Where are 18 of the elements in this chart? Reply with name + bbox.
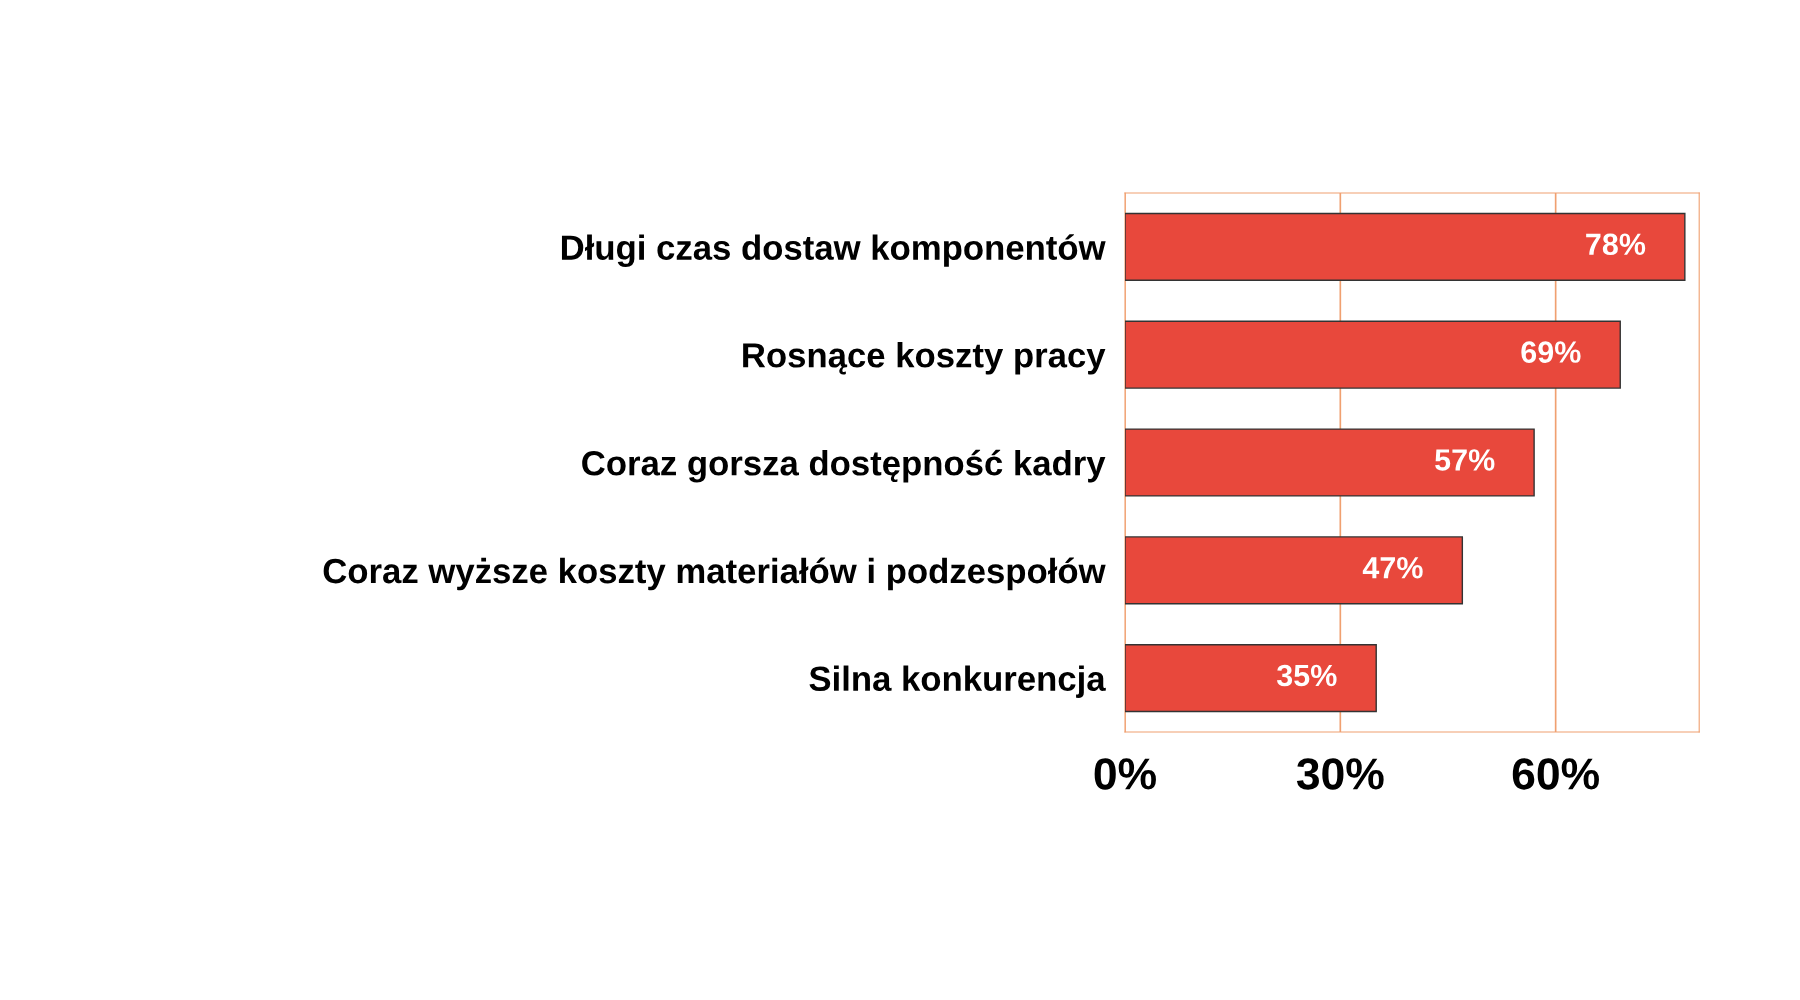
x-tick-label: 0% [1094,758,1156,790]
bar [1125,320,1621,389]
y-tick-label: Silna konkurencja [809,665,1106,698]
data-label: 69% [1521,341,1581,363]
x-tick-label: 60% [1512,758,1599,790]
bar [1125,536,1464,605]
x-tick-label: 30% [1296,758,1384,790]
data-label: 47% [1362,556,1423,579]
y-tick-label: Coraz gorsza dostępność kadry [582,449,1106,483]
data-label: 78% [1586,233,1646,256]
y-tick-label: Długi czas dostaw komponentów [561,234,1106,267]
y-tick-label: Coraz wyższe koszty materiałów i podzespołów [323,557,1106,591]
bar [1125,212,1686,282]
bar [1125,428,1535,497]
y-tick-label: Rosnące koszty pracy [743,342,1106,375]
data-label: 35% [1276,664,1337,687]
data-label: 57% [1435,449,1495,471]
bar [1125,643,1377,713]
